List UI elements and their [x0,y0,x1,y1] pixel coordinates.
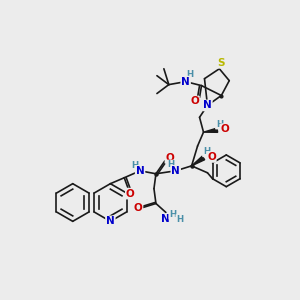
Text: N: N [106,216,115,226]
Text: S: S [218,58,225,68]
Text: O: O [126,189,135,199]
Polygon shape [192,156,205,166]
Text: O: O [221,124,230,134]
Text: H: H [176,215,183,224]
Text: N: N [136,166,145,176]
Text: O: O [134,203,142,214]
Text: H: H [216,120,223,129]
Text: N: N [181,76,190,87]
Text: O: O [190,97,199,106]
Text: O: O [165,153,174,163]
Text: N: N [161,214,170,224]
Polygon shape [203,128,218,132]
Text: N: N [203,100,212,110]
Text: H: H [186,70,193,79]
Text: H: H [169,210,176,219]
Text: N: N [171,166,180,176]
Text: H: H [167,160,174,169]
Text: O: O [207,152,216,162]
Text: H: H [203,148,210,157]
Text: H: H [132,161,139,170]
